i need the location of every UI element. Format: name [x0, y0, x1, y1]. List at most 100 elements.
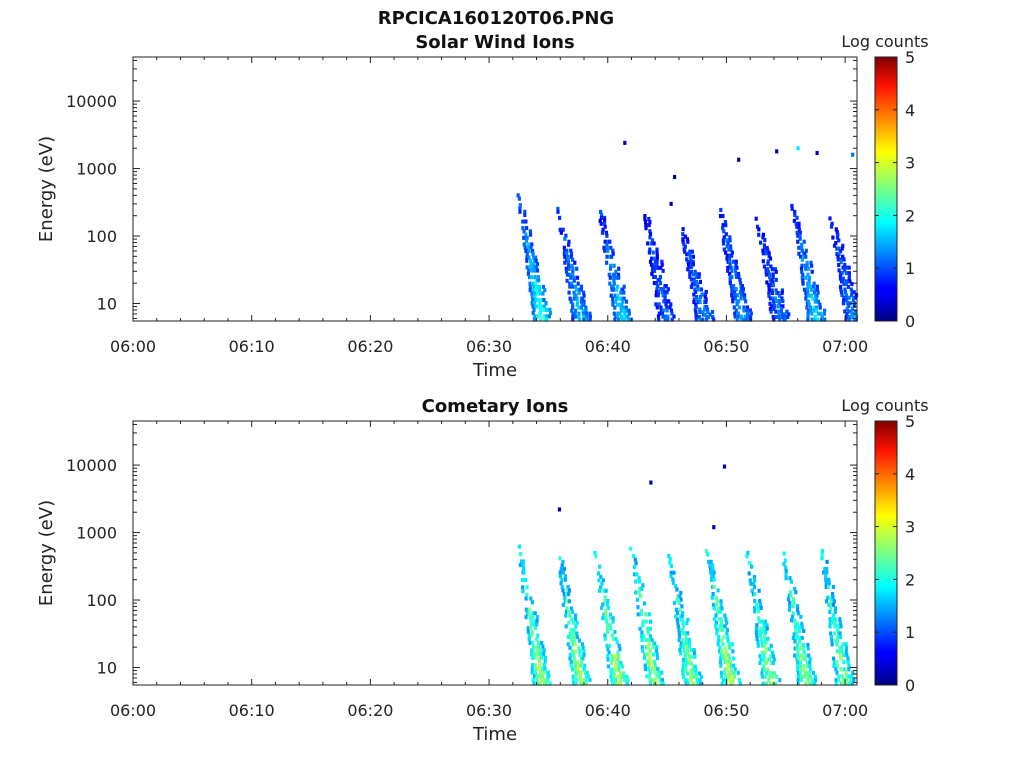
heatmap-cell — [568, 656, 572, 661]
heatmap-cell — [727, 656, 731, 661]
heatmap-cell — [616, 293, 620, 298]
heatmap-cell — [758, 633, 762, 638]
heatmap-cell — [580, 642, 585, 647]
heatmap-cell — [683, 651, 687, 656]
heatmap-cell — [626, 314, 630, 319]
heatmap-cell — [647, 641, 651, 646]
heatmap-cell — [721, 238, 725, 243]
heatmap-cell — [605, 260, 609, 265]
heatmap-cell — [795, 632, 799, 637]
heatmap-cell — [796, 611, 800, 616]
heatmap-cell — [772, 671, 776, 676]
heatmap-cell — [721, 642, 725, 647]
heatmap-cell — [560, 584, 564, 589]
heatmap-cell — [733, 268, 738, 273]
heatmap-cell — [769, 283, 773, 288]
heatmap-cell — [581, 308, 585, 313]
heatmap-cell — [813, 681, 817, 686]
heatmap-cell — [840, 293, 844, 298]
heatmap-cell — [575, 678, 579, 683]
heatmap-cell — [711, 574, 716, 579]
heatmap-cell — [831, 620, 835, 625]
heatmap-cell — [843, 287, 847, 292]
heatmap-cell — [795, 230, 799, 235]
heatmap-cell — [735, 317, 739, 322]
heatmap-cell — [650, 256, 654, 261]
heatmap-cell — [691, 671, 695, 676]
heatmap-cell — [533, 618, 537, 623]
heatmap-cell — [850, 312, 854, 317]
heatmap-cell — [562, 251, 566, 256]
heatmap-cell — [851, 298, 855, 303]
heatmap-cell — [841, 681, 845, 686]
heatmap-cell — [637, 575, 641, 580]
heatmap-cell — [793, 618, 797, 623]
heatmap-cells — [517, 464, 856, 686]
heatmap-cell — [699, 681, 703, 686]
heatmap-cell — [545, 314, 549, 319]
heatmap-cell — [613, 657, 617, 662]
heatmap-cell — [767, 253, 771, 258]
heatmap-cell — [579, 681, 583, 686]
heatmap-cell — [611, 681, 615, 686]
heatmap-cell — [798, 236, 802, 241]
heatmap-cell — [836, 627, 840, 632]
colorbar-tick-label: 1 — [905, 623, 915, 642]
heatmap-cell — [839, 624, 843, 629]
heatmap-cell — [543, 659, 547, 664]
heatmap-cell — [784, 572, 788, 577]
heatmap-cell — [659, 681, 663, 686]
heatmap-cell — [734, 287, 738, 292]
heatmap-cell — [559, 230, 563, 235]
heatmap-cell — [729, 247, 733, 252]
heatmap-cell — [682, 247, 686, 252]
heatmap-cell — [812, 281, 816, 286]
colorbar-tick-label: 0 — [905, 312, 915, 331]
heatmap-cell — [683, 654, 687, 659]
heatmap-cell — [807, 278, 811, 283]
x-tick-label: 06:50 — [703, 337, 749, 356]
heatmap-cell — [726, 660, 730, 665]
heatmap-cell — [525, 226, 529, 231]
heatmap-cell — [528, 615, 532, 620]
heatmap-cell — [523, 245, 527, 250]
heatmap-cell — [559, 566, 563, 571]
heatmap-cell — [840, 246, 844, 251]
heatmap-cell — [685, 658, 689, 663]
heatmap-cell — [697, 315, 701, 320]
heatmap-cell — [524, 607, 528, 612]
heatmap-cell — [850, 674, 854, 679]
x-tick-label: 06:40 — [585, 701, 631, 720]
heatmap-cell — [537, 644, 541, 649]
heatmap-cell — [763, 674, 767, 679]
heatmap-cell — [796, 649, 800, 654]
heatmap-cell — [606, 657, 610, 662]
heatmap-cell — [760, 640, 764, 645]
heatmap-cell — [836, 254, 840, 259]
heatmap-cell — [742, 308, 746, 313]
heatmap-cell — [558, 227, 562, 232]
heatmap-cell — [755, 636, 759, 641]
plot-frame — [132, 56, 858, 322]
heatmap-cell — [792, 218, 796, 223]
heatmap-cell — [665, 305, 669, 310]
heatmap-cell — [664, 314, 668, 319]
heatmap-cell — [522, 242, 526, 247]
heatmap-cell — [633, 565, 637, 570]
heatmap-cell — [613, 630, 617, 635]
heatmap-cell — [774, 674, 779, 679]
heatmap-cell — [767, 291, 771, 296]
heatmap-cell — [679, 597, 683, 602]
heatmap-cell — [569, 660, 573, 665]
heatmap-cell — [609, 245, 613, 250]
heatmap-cell — [685, 252, 689, 257]
heatmap-cell — [636, 612, 640, 617]
heatmap-cell — [828, 620, 832, 625]
heatmap-cell — [766, 657, 770, 662]
heatmap-cell — [623, 311, 627, 316]
heatmap-cell — [575, 660, 580, 665]
heatmap-cell — [534, 255, 538, 260]
heatmap-cell — [834, 678, 838, 683]
heatmap-cell — [709, 566, 713, 571]
heatmap-cell — [742, 317, 746, 322]
